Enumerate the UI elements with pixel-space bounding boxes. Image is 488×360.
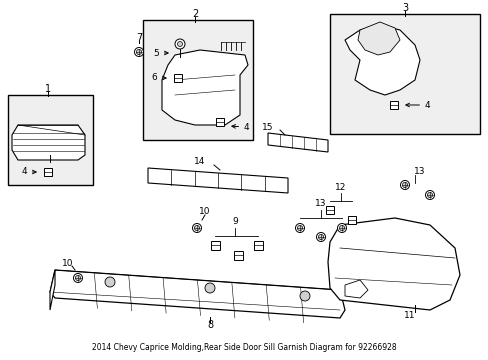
Circle shape <box>339 225 344 230</box>
Text: 7: 7 <box>136 33 142 43</box>
Text: 14: 14 <box>194 158 205 166</box>
Bar <box>389 101 397 109</box>
Bar <box>8 95 93 185</box>
Bar <box>142 20 252 140</box>
Text: 13: 13 <box>413 167 425 176</box>
Circle shape <box>402 183 407 188</box>
Circle shape <box>297 225 302 230</box>
Polygon shape <box>148 168 287 193</box>
Bar <box>174 74 182 82</box>
Bar <box>253 240 262 249</box>
Circle shape <box>299 291 309 301</box>
Polygon shape <box>50 270 345 318</box>
Circle shape <box>400 180 408 189</box>
Circle shape <box>337 224 346 233</box>
Circle shape <box>295 224 304 233</box>
Text: 10: 10 <box>62 258 74 267</box>
Text: 5: 5 <box>153 49 168 58</box>
Text: 8: 8 <box>206 320 213 330</box>
Circle shape <box>134 48 143 57</box>
Circle shape <box>75 275 81 280</box>
Bar <box>325 206 333 214</box>
Polygon shape <box>327 218 459 310</box>
Circle shape <box>427 193 432 198</box>
Text: 4: 4 <box>21 167 36 176</box>
Text: 10: 10 <box>199 207 210 216</box>
Text: 2: 2 <box>191 9 198 19</box>
Polygon shape <box>345 25 419 95</box>
Circle shape <box>177 41 182 46</box>
Text: 9: 9 <box>232 217 237 226</box>
Circle shape <box>175 39 184 49</box>
Circle shape <box>105 277 115 287</box>
Bar <box>233 251 242 260</box>
Polygon shape <box>357 22 399 55</box>
Text: 6: 6 <box>151 73 166 82</box>
Text: 2014 Chevy Caprice Molding,Rear Side Door Sill Garnish Diagram for 92266928: 2014 Chevy Caprice Molding,Rear Side Doo… <box>92 343 395 352</box>
Circle shape <box>425 190 434 199</box>
Polygon shape <box>267 133 327 152</box>
Text: 4: 4 <box>231 122 249 131</box>
Bar <box>216 118 224 126</box>
Polygon shape <box>50 270 55 310</box>
Bar <box>347 216 355 224</box>
Text: 12: 12 <box>335 184 346 193</box>
Circle shape <box>136 49 142 55</box>
Text: 13: 13 <box>315 199 326 208</box>
Circle shape <box>73 274 82 283</box>
Text: 3: 3 <box>401 3 407 13</box>
Polygon shape <box>162 50 247 125</box>
Text: 11: 11 <box>404 310 415 320</box>
Text: 15: 15 <box>262 122 273 131</box>
Polygon shape <box>12 125 85 160</box>
Bar <box>44 168 52 176</box>
Circle shape <box>318 234 323 239</box>
Circle shape <box>204 283 215 293</box>
Circle shape <box>194 225 199 230</box>
Circle shape <box>316 233 325 242</box>
Text: 4: 4 <box>405 100 430 109</box>
Text: 1: 1 <box>45 84 51 94</box>
Bar <box>329 14 479 134</box>
Polygon shape <box>345 280 367 298</box>
Bar <box>210 240 219 249</box>
Circle shape <box>192 224 201 233</box>
